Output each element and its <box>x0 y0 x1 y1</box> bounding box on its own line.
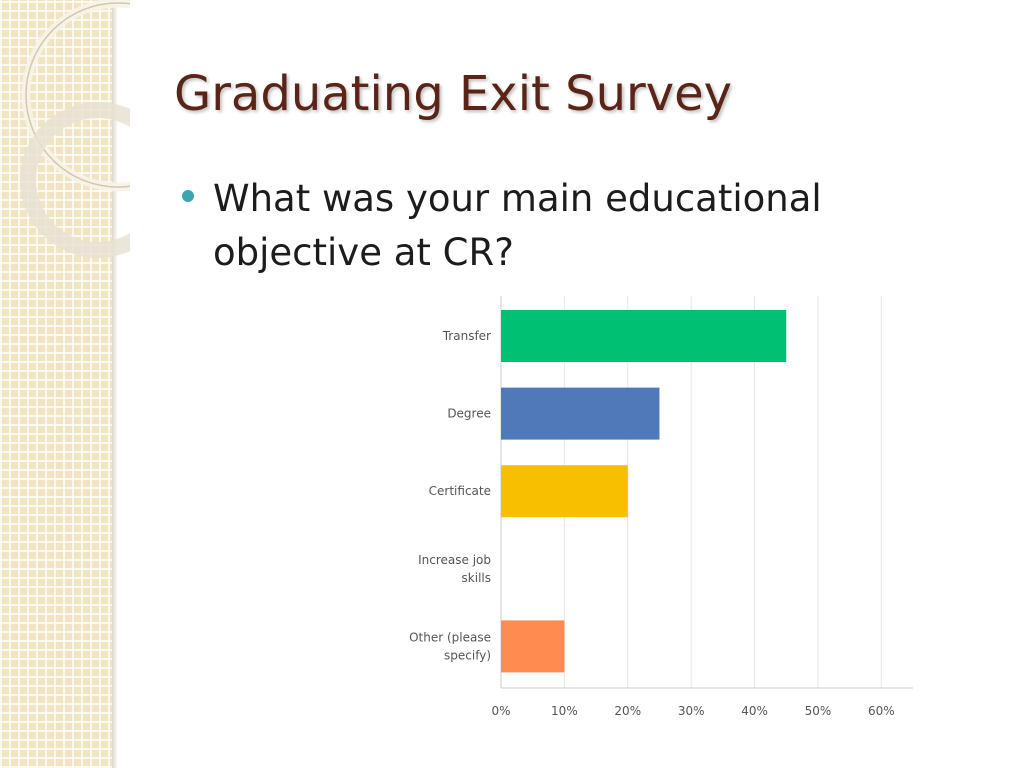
bar <box>501 387 660 440</box>
category-label: Increase job <box>418 553 491 567</box>
x-tick-label: 20% <box>614 704 641 718</box>
slide-title: Graduating Exit Survey <box>174 66 733 122</box>
bar-chart: 0% 10% 20% 30% 40% 50% 60% Transfer Degree Certif… <box>398 292 918 722</box>
x-tick-label: 50% <box>805 704 832 718</box>
decorative-rings <box>20 0 130 258</box>
bar <box>501 620 565 673</box>
x-tick-label: 10% <box>551 704 578 718</box>
bar <box>501 310 787 362</box>
bar <box>501 465 628 518</box>
bar-chart-svg: 0% 10% 20% 30% 40% 50% 60% Transfer Degree Certif… <box>409 296 913 718</box>
bullet-dot-icon <box>182 190 194 202</box>
category-label: Degree <box>447 407 491 421</box>
x-tick-label: 60% <box>868 704 895 718</box>
category-label: skills <box>462 571 491 585</box>
category-label: specify) <box>444 648 491 662</box>
bullet-item: What was your main educational objective… <box>182 172 902 280</box>
category-label: Other (please <box>409 630 491 644</box>
x-tick-label: 0% <box>491 704 510 718</box>
bullet-text: What was your main educational objective… <box>213 177 822 274</box>
side-band-shadow <box>112 0 118 768</box>
x-tick-label: 40% <box>741 704 768 718</box>
x-tick-label: 30% <box>678 704 705 718</box>
category-label: Certificate <box>429 484 491 498</box>
category-label: Transfer <box>442 329 491 343</box>
